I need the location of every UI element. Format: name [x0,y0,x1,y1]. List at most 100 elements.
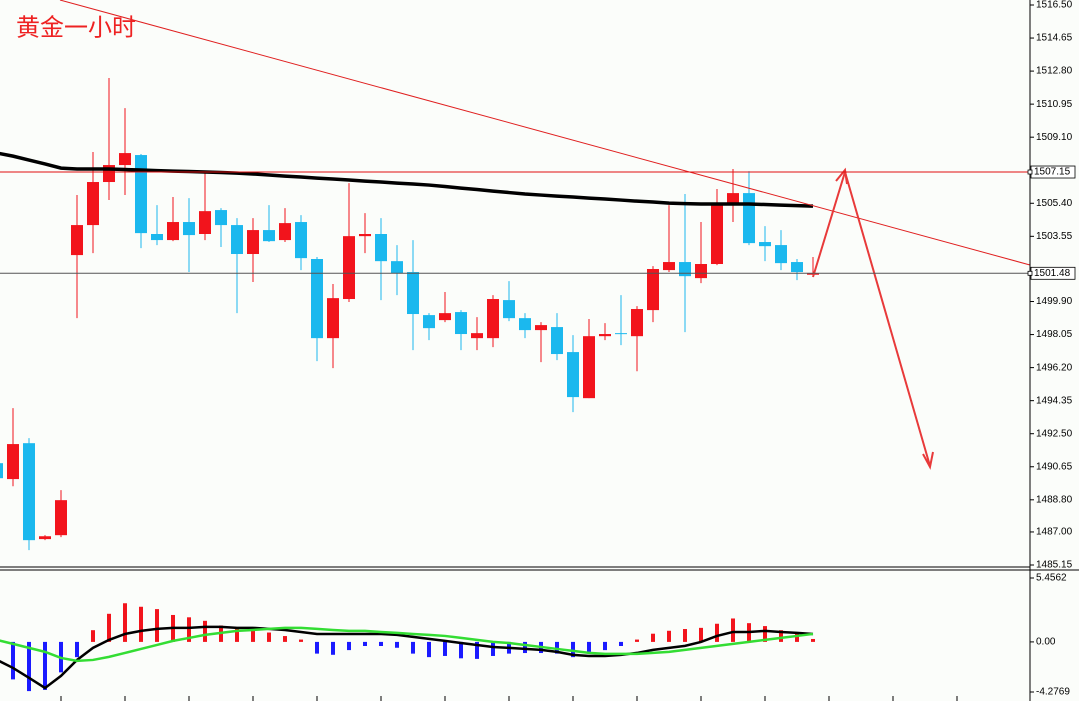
macd-bar [443,641,447,656]
price-level-marker [1027,270,1033,276]
y-tick-label: 1488.80 [1036,494,1073,505]
candle-body [0,463,3,479]
macd-bar [331,641,335,655]
macd-bar [779,630,783,642]
macd-bar [187,617,191,642]
candle-body [183,222,195,236]
candle-body [727,193,739,204]
candle-body [343,236,355,300]
candle-body [7,444,19,480]
candle-body [311,259,323,339]
candle-body [39,536,51,540]
macd-bar [347,641,351,651]
y-tick-label: 1505.40 [1036,198,1073,209]
candle-body [615,333,627,335]
macd-line [0,626,814,663]
macd-bar [427,641,431,658]
macd-bar [523,641,527,654]
arrow-head [835,167,848,185]
candle-body [583,336,595,399]
macd-bar [155,609,159,642]
macd-bar [395,641,399,648]
candle-body [279,223,291,241]
price-panel [0,78,819,551]
macd-bar [683,629,687,642]
macd-bar [571,641,575,658]
y-tick-label: 5.4562 [1036,573,1067,584]
candle-body [23,443,35,541]
chart-title: 黄金一小时 [16,14,136,42]
macd-bar [107,613,111,642]
y-tick-label: 1492.50 [1036,428,1073,439]
candle-body [391,261,403,274]
macd-bar [379,641,383,647]
candle-body [151,234,163,241]
macd-bar [731,618,735,642]
macd-bar [811,638,815,642]
macd-bar [459,641,463,659]
candle-body [407,272,419,315]
macd-bar [795,633,799,642]
candle-body [631,309,643,337]
candle-body [471,333,483,339]
candle-body [247,230,259,255]
trend-line [59,0,1031,266]
candle-body [55,500,67,536]
macd-bar [283,636,287,642]
macd-bar [139,606,143,642]
macd-bar [43,641,47,690]
y-tick-label: 1509.10 [1036,132,1073,143]
y-tick-label: 1496.20 [1036,362,1073,373]
candle-body [551,327,563,355]
macd-bar [699,627,703,642]
candle-body [647,269,659,311]
macd-bar [11,641,15,680]
macd-bar [203,620,207,642]
candle-body [71,225,83,256]
macd-bar [619,641,623,647]
macd-bar [27,641,31,692]
candle-body [743,193,755,244]
candle-body [135,155,147,234]
candle-body [519,318,531,331]
y-tick-label: 1494.35 [1036,395,1073,406]
y-tick-label: 1510.95 [1036,99,1073,110]
candle-body [215,210,227,226]
candle-body [359,234,371,237]
macd-bar [91,630,95,642]
macd-bar [667,630,671,642]
macd-bar [475,641,479,659]
macd-bar [603,641,607,651]
x-axis-ticks [60,696,958,701]
macd-line [0,625,814,690]
macd-bar [651,633,655,642]
candle-body [375,234,387,262]
macd-bar [411,641,415,654]
y-tick-label: 1498.05 [1036,329,1073,340]
y-tick-label: 1499.90 [1036,296,1073,307]
macd-bar [715,623,719,642]
arrow-head [922,451,934,470]
candle-body [775,245,787,264]
y-tick-label: 1485.15 [1036,560,1073,571]
macd-bar [299,639,303,642]
candle-body [695,264,707,279]
y-tick-label: 1516.50 [1036,0,1073,11]
y-tick-label: -4.2769 [1036,687,1070,698]
candle-body [167,222,179,241]
price-level-marker [1027,169,1033,175]
candle-body [87,182,99,226]
price-level-label: 1507.15 [1034,167,1071,178]
candle-body [503,300,515,319]
y-tick-label: 1490.65 [1036,461,1073,472]
macd-bar [235,627,239,642]
candle-body [423,315,435,329]
macd-bar [491,641,495,656]
macd-bar [635,639,639,642]
macd-bar [251,630,255,642]
macd-bar [123,603,127,642]
y-tick-label: 1512.80 [1036,66,1073,77]
candle-body [199,211,211,235]
macd-bar [763,626,767,642]
